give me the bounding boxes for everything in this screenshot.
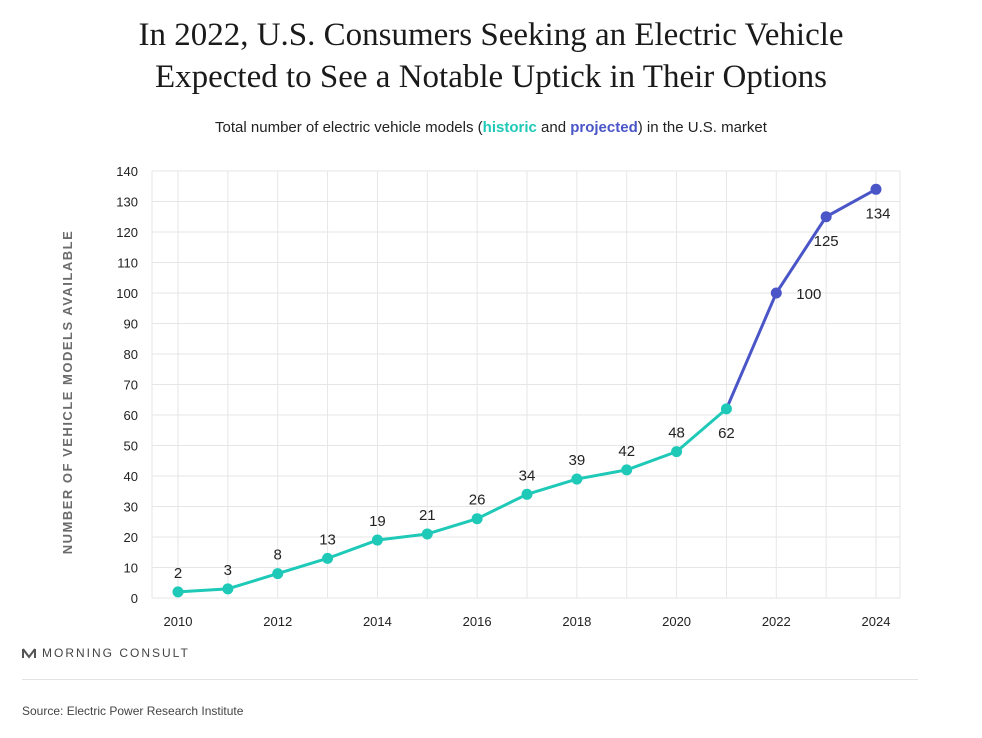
x-tick-label: 2014: [363, 614, 392, 629]
y-tick-label: 120: [116, 225, 138, 240]
x-tick-label: 2010: [164, 614, 193, 629]
data-point-projected: [770, 287, 782, 299]
data-label: 100: [796, 286, 821, 303]
source-note: Source: Electric Power Research Institut…: [22, 704, 244, 718]
data-label: 8: [274, 547, 282, 564]
data-point-historic: [521, 488, 533, 500]
chart-title-line-2: Expected to See a Notable Uptick in Thei…: [154, 59, 828, 95]
y-tick-label: 80: [124, 347, 138, 362]
x-tick-label: 2020: [662, 614, 691, 629]
y-tick-label: 130: [116, 195, 138, 210]
x-tick-label: 2022: [762, 614, 791, 629]
data-point-historic: [421, 528, 433, 540]
data-point-historic: [371, 534, 383, 546]
subtitle-text-middle: and: [536, 119, 571, 136]
data-label: 21: [419, 507, 436, 524]
line-chart: 0 10 20 30 40 50 60 70 80 90 100 110 120 130 140 2010 20…: [60, 164, 901, 629]
morning-consult-logo-text: MORNING CONSULT: [42, 646, 190, 660]
chart-title: In 2022, U.S. Consumers Seeking an Elect…: [0, 14, 982, 98]
y-tick-label: 30: [124, 500, 138, 515]
y-tick-label: 50: [124, 439, 138, 454]
data-point-historic: [272, 568, 284, 580]
data-point-historic: [720, 403, 732, 415]
y-tick-label: 100: [116, 286, 138, 301]
data-point-historic: [471, 513, 483, 525]
series-line-historic: [177, 407, 728, 594]
data-label: 13: [319, 531, 336, 548]
data-point-historic: [671, 446, 683, 458]
data-point-historic: [571, 473, 583, 485]
subtitle-historic-label: historic: [482, 119, 537, 136]
y-tick-label: 60: [124, 408, 138, 423]
series-line-projected: [725, 187, 877, 410]
y-tick-label: 140: [116, 164, 138, 179]
data-point-projected: [870, 183, 882, 195]
morning-consult-logo-icon: [22, 647, 36, 659]
subtitle-text-start: Total number of electric vehicle models …: [215, 119, 483, 136]
x-tick-label: 2012: [263, 614, 292, 629]
data-point-historic: [172, 586, 184, 598]
data-label: 42: [618, 443, 635, 460]
y-axis-title: NUMBER OF VEHICLE MODELS AVAILABLE: [60, 230, 75, 554]
data-point-historic: [222, 583, 234, 595]
data-label: 19: [369, 513, 386, 530]
data-label: 34: [519, 467, 536, 484]
y-tick-label: 0: [131, 591, 138, 606]
y-tick-label: 20: [124, 530, 138, 545]
x-tick-label: 2018: [562, 614, 591, 629]
data-point-historic: [621, 464, 633, 476]
morning-consult-logo: MORNING CONSULT: [22, 646, 190, 660]
x-tick-label: 2016: [463, 614, 492, 629]
data-label: 62: [718, 425, 735, 442]
y-tick-label: 90: [124, 317, 138, 332]
data-label: 48: [668, 425, 685, 442]
subtitle-text-end: ) in the U.S. market: [637, 119, 767, 136]
data-label: 39: [569, 452, 586, 469]
data-label: 2: [174, 565, 182, 582]
chart-subtitle: Total number of electric vehicle models …: [0, 119, 982, 136]
y-tick-label: 10: [124, 561, 138, 576]
y-tick-label: 40: [124, 469, 138, 484]
y-tick-label: 70: [124, 378, 138, 393]
data-label: 26: [469, 492, 486, 509]
x-tick-label: 2024: [862, 614, 891, 629]
footer-divider: [22, 679, 918, 680]
data-label: 134: [865, 205, 890, 222]
data-point-projected: [820, 211, 832, 223]
chart-title-line-1: In 2022, U.S. Consumers Seeking an Elect…: [138, 17, 844, 53]
data-point-historic: [322, 552, 334, 564]
subtitle-projected-label: projected: [570, 119, 638, 136]
data-label: 3: [224, 562, 232, 579]
y-tick-label: 110: [117, 256, 138, 271]
data-label: 125: [814, 233, 839, 250]
